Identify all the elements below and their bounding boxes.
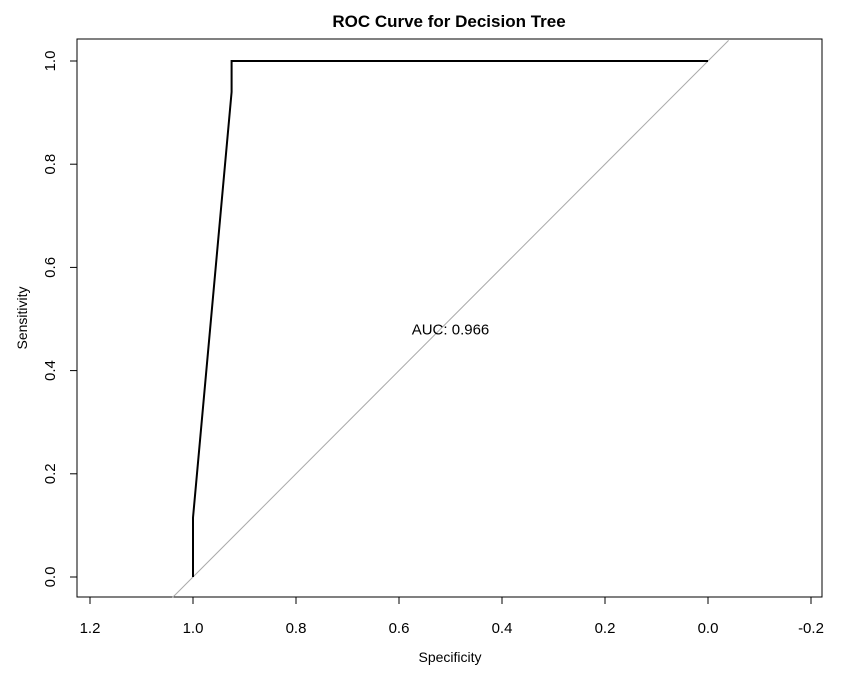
x-tick-label: 0.4 xyxy=(492,620,513,637)
plot-frame xyxy=(76,38,823,598)
y-axis-label: Sensitivity xyxy=(14,286,30,349)
y-tick-label: 0.2 xyxy=(42,463,59,484)
x-tick-label: 0.6 xyxy=(389,620,410,637)
y-tick-label: 0.0 xyxy=(42,567,59,588)
y-tick-label: 0.6 xyxy=(42,257,59,278)
x-axis-label: Specificity xyxy=(418,649,481,665)
chart-title: ROC Curve for Decision Tree xyxy=(332,12,565,31)
x-tick-label: 0.2 xyxy=(595,620,616,637)
y-axis: 0.0 0.2 0.4 0.6 0.8 1.0 xyxy=(42,51,78,588)
y-tick-label: 0.8 xyxy=(42,154,59,175)
y-tick-label: 0.4 xyxy=(42,360,59,381)
auc-annotation: AUC: 0.966 xyxy=(412,321,490,338)
roc-curve-line xyxy=(192,60,708,577)
x-tick-label: 1.0 xyxy=(183,620,204,637)
plot-area: AUC: 0.966 xyxy=(172,40,729,598)
x-tick-label: 1.2 xyxy=(80,620,101,637)
x-tick-label: -0.2 xyxy=(798,620,824,637)
y-tick-label: 1.0 xyxy=(42,51,59,72)
x-tick-label: 0.8 xyxy=(286,620,307,637)
reference-diagonal xyxy=(172,40,729,598)
x-tick-label: 0.0 xyxy=(698,620,719,637)
x-axis: 1.2 1.0 0.8 0.6 0.4 0.2 0.0 -0.2 xyxy=(80,596,824,637)
